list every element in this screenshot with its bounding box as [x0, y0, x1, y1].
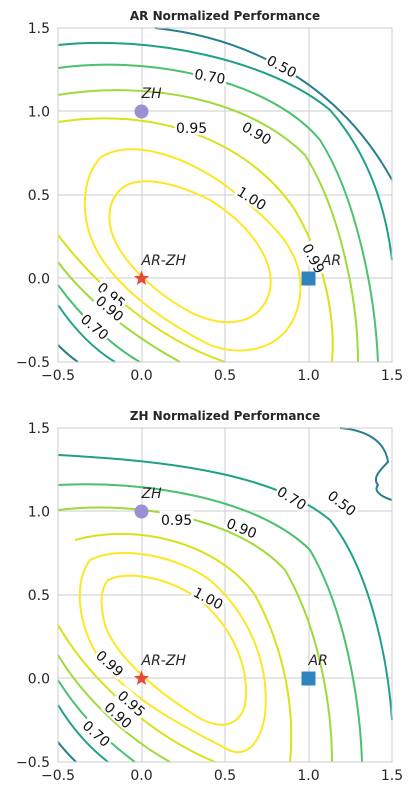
- contour-label: 0.95: [161, 513, 192, 529]
- marker-ar-zh: [133, 270, 150, 285]
- contour-line-1.00: [108, 180, 272, 324]
- contour-line-0.95: [57, 117, 334, 363]
- contour-label-background: [273, 481, 311, 514]
- marker-zh: [134, 504, 149, 519]
- contour-labels: 0.500.700.95 0.901.000.990.950.900.70: [77, 50, 330, 344]
- contour-lines: [57, 427, 393, 763]
- y-tick-label: 0.0: [28, 272, 50, 288]
- contour-label-background: [92, 290, 129, 325]
- contour-line-0.70: [57, 454, 393, 721]
- tick-labels: −0.5 0.0 0.5 1.0 1.5 −0.5 0.0 0.5 1.0 1.5: [16, 421, 403, 784]
- contour-line-0.70: [57, 41, 393, 261]
- contour-line-0.80: [57, 483, 363, 763]
- tick-labels: −0.5 0.0 0.5 1.0 1.5 −0.5 0.0 0.5 1.0 1.5: [16, 21, 403, 384]
- contour-labels: 0.70 0.500.95 0.901.000.990.950.900.70: [79, 481, 361, 751]
- contour-line-0.95: [57, 234, 226, 363]
- contour-label-background: [190, 582, 228, 613]
- contour-label-background: [324, 485, 361, 520]
- x-tick-label: 0.0: [130, 368, 152, 384]
- x-tick-label: 1.0: [297, 768, 319, 784]
- contour-line-0.50: [339, 427, 393, 501]
- contour-line-0.99: [78, 551, 267, 754]
- zh-performance-chart: ZH Normalized Performance 0.70 0.500.95 0.…: [16, 409, 403, 784]
- x-tick-label: 1.5: [381, 368, 403, 384]
- marker-label: ZH: [141, 86, 163, 102]
- contour-label-background: [223, 513, 261, 542]
- markers: ZH AR-ZH AR: [133, 86, 341, 286]
- marker-ar: [301, 671, 316, 686]
- contour-line-0.50: [57, 741, 77, 763]
- contour-label-background: [114, 685, 151, 721]
- contour-label-background: [93, 277, 131, 312]
- contour-line-0.80: [57, 63, 379, 363]
- contour-line-0.99: [83, 148, 302, 352]
- contour-label-background: [233, 181, 271, 214]
- y-tick-label: 0.5: [28, 188, 50, 204]
- contour-line-0.90: [57, 89, 359, 363]
- contour-label: 0.70: [193, 67, 226, 88]
- y-tick-label: −0.5: [16, 355, 50, 371]
- marker-ar: [301, 271, 316, 286]
- contour-label-background: [238, 116, 276, 148]
- chart-title: AR Normalized Performance: [130, 9, 320, 23]
- contour-line-0.50: [57, 344, 79, 363]
- x-tick-label: 1.5: [381, 768, 403, 784]
- y-tick-label: 1.5: [28, 421, 50, 437]
- contour-line-0.70: [57, 304, 116, 363]
- y-tick-label: 0.5: [28, 588, 50, 604]
- contour-line-0.70: [57, 704, 109, 763]
- x-tick-label: 1.0: [297, 368, 319, 384]
- plot-frame: [57, 27, 393, 363]
- x-tick-label: 0.0: [130, 768, 152, 784]
- markers: ZH AR-ZH AR: [133, 486, 328, 686]
- contour-line-1.00: [100, 574, 247, 726]
- contour-label-background: [192, 64, 229, 87]
- chart-title: ZH Normalized Performance: [130, 409, 320, 423]
- contour-lines: [57, 27, 393, 363]
- marker-label: AR: [321, 253, 341, 269]
- marker-ar-zh: [133, 670, 150, 685]
- x-tick-label: 0.5: [214, 768, 236, 784]
- contour-line-0.95: [74, 533, 293, 763]
- contour-line-0.90: [57, 654, 171, 763]
- contour-label-background: [299, 239, 330, 277]
- contour-label-background: [100, 697, 137, 732]
- marker-label: AR: [308, 653, 328, 669]
- contour-label-background: [79, 715, 116, 751]
- marker-label: AR-ZH: [141, 253, 187, 269]
- y-tick-label: 1.0: [28, 505, 50, 521]
- marker-zh: [134, 104, 149, 119]
- marker-label: ZH: [141, 486, 163, 502]
- contour-label: 0.95: [176, 121, 207, 137]
- y-tick-label: 0.0: [28, 672, 50, 688]
- x-tick-label: −0.5: [41, 768, 75, 784]
- y-tick-label: −0.5: [16, 755, 50, 771]
- y-tick-label: 1.5: [28, 21, 50, 37]
- y-tick-label: 1.0: [28, 105, 50, 121]
- ar-performance-chart: AR Normalized Performance 0.50 0.70 0.95 0.…: [16, 9, 403, 384]
- contour-label-background: [263, 50, 302, 81]
- contour-label-background: [92, 645, 129, 681]
- contour-label: 0.50: [264, 53, 299, 82]
- contour-label-background: [174, 119, 209, 136]
- plot-frame: [57, 427, 393, 763]
- x-tick-label: 0.5: [214, 368, 236, 384]
- contour-label-background: [77, 309, 114, 344]
- marker-label: AR-ZH: [141, 653, 187, 669]
- contour-label-background: [159, 510, 194, 527]
- x-tick-label: −0.5: [41, 368, 75, 384]
